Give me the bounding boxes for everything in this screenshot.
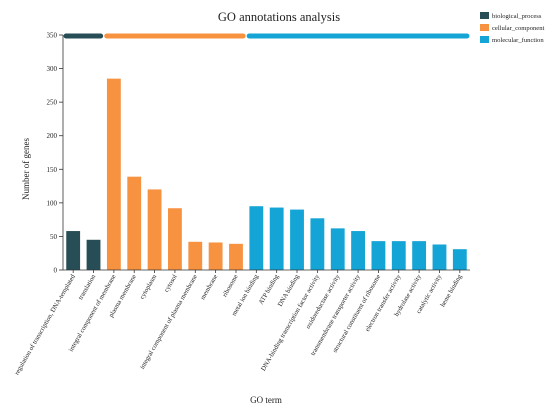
bar [208,242,223,270]
y-axis: 0 50 100 150 200 250 300 350 [47,32,64,275]
bar [330,228,345,270]
bar [147,189,162,270]
x-tick-label: heme binding [439,273,463,308]
y-tick-label: 350 [47,32,58,40]
legend-swatch [480,24,489,31]
y-tick-label: 50 [50,233,58,241]
y-tick-label: 100 [47,199,58,207]
x-tick-label: ribosome [221,273,239,298]
bar [310,218,325,270]
legend-label: molecular_function [492,37,544,44]
x-tick-label: translation [77,273,97,301]
x-tick-label: regulation of transcription, DNA-templat… [14,273,78,376]
y-tick-label: 150 [47,166,58,174]
x-axis-label: GO term [250,395,282,405]
legend-swatch [480,36,489,43]
bar [412,241,427,270]
y-axis-label: Number of genes [21,138,31,200]
bar [351,231,365,270]
bar [391,241,406,270]
y-tick-label: 300 [47,65,58,73]
y-tick-label: 0 [54,267,58,275]
legend: biological_process cellular_componentmole… [480,12,545,44]
bar [229,243,243,270]
bar [269,207,284,270]
x-tick-label: cytoplasm [139,273,159,301]
bar [127,176,142,270]
x-tick-label: cytosol [163,273,179,293]
bar [452,249,467,270]
legend-label: biological_process [492,13,542,20]
x-tick-label: electron transfer activity [364,273,403,333]
bar [249,206,264,270]
y-tick-label: 250 [47,99,58,107]
bar [86,239,101,270]
legend-swatch [480,12,489,19]
bar [188,241,203,270]
x-tick-label: ATP binding [258,273,281,306]
bar [66,231,81,270]
bar [168,208,182,270]
bar [290,209,304,270]
bar [371,241,386,270]
legend-label: cellular_component [492,25,545,32]
x-tick-label: membrane [199,273,219,301]
y-tick-label: 200 [47,132,58,140]
chart-title: GO annotations analysis [218,10,340,24]
bar [106,78,121,271]
bar [432,244,447,270]
bars [66,78,467,271]
x-axis: regulation of transcription, DNA-templat… [14,269,470,376]
